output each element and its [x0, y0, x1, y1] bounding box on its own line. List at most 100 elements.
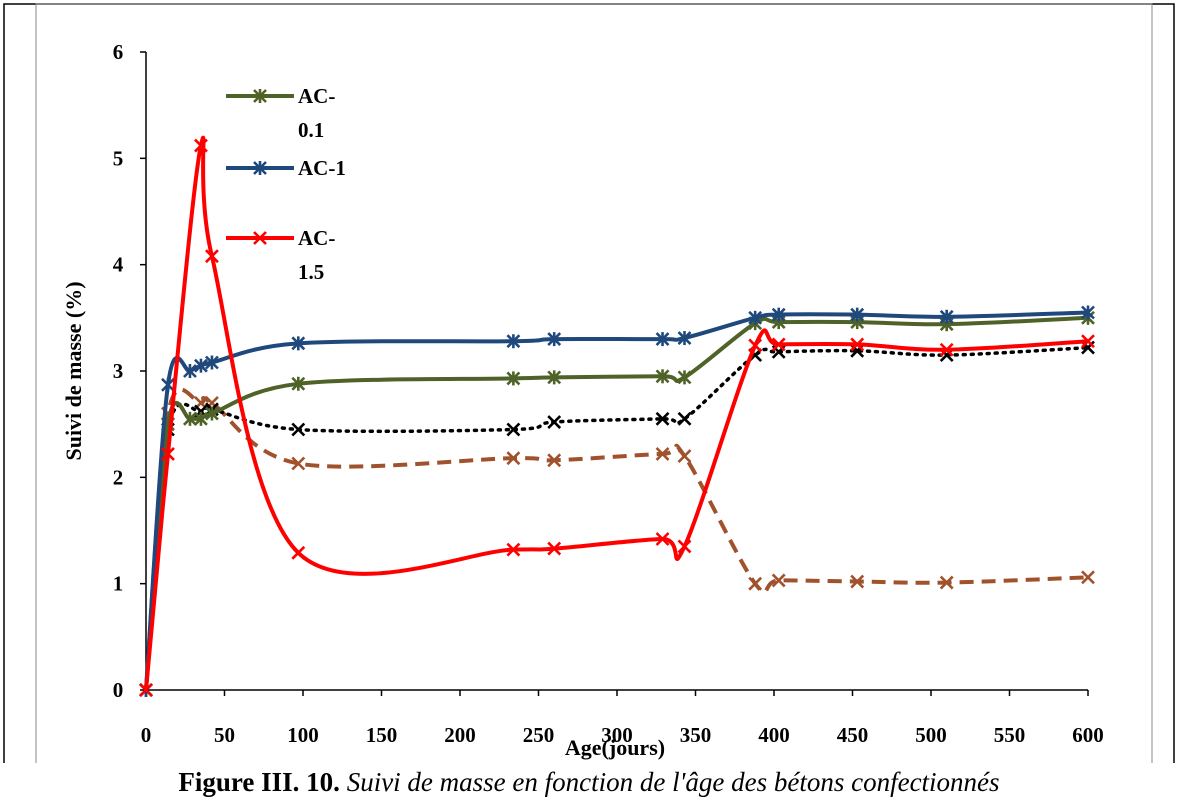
caption-text: Suivi de masse en fonction de l'âge des …: [346, 767, 1000, 797]
x-tick: 500: [915, 690, 947, 747]
data-point: [205, 406, 219, 421]
x-tick-label: 0: [141, 723, 152, 747]
data-point: [506, 451, 521, 466]
x-tick: 300: [601, 690, 633, 747]
data-point: [161, 447, 175, 461]
series-line: [144, 315, 1089, 691]
data-point: [547, 541, 562, 556]
x-tick-label: 350: [680, 723, 712, 747]
figure-caption: Figure III. 10. Suivi de masse en foncti…: [4, 764, 1174, 800]
data-point: [205, 249, 219, 264]
x-tick: 400: [758, 690, 790, 747]
x-tick: 600: [1072, 690, 1104, 747]
x-tick-label: 550: [994, 723, 1026, 747]
data-point: [655, 369, 670, 384]
x-tick-label: 400: [758, 723, 790, 747]
y-tick-label: 4: [113, 253, 124, 277]
data-point: [748, 310, 763, 325]
data-point: [194, 411, 208, 426]
legend-entry: AC-1: [226, 156, 346, 180]
line-chart: 0 1 2 3 4 5 6 0 50 100 150 200 250 300 350 400 450 500 550…: [3, 3, 1175, 763]
data-point: [547, 332, 562, 347]
data-point: [161, 377, 175, 392]
data-point: [506, 542, 521, 557]
data-point: [205, 355, 219, 370]
x-tick: 50: [214, 690, 235, 747]
data-point: [253, 231, 267, 245]
data-point: [677, 449, 692, 463]
data-point: [506, 422, 521, 437]
data-point: [139, 683, 153, 697]
y-tick-label: 0: [113, 678, 124, 702]
x-tick-label: 500: [915, 723, 947, 747]
data-point: [1081, 305, 1095, 320]
data-point: [939, 342, 954, 357]
y-tick-label: 5: [113, 146, 124, 170]
data-point: [291, 376, 306, 391]
legend-label: AC-: [298, 84, 335, 108]
series-unnamed-3: [139, 340, 1095, 697]
legend-label: 1.5: [298, 260, 324, 284]
data-point: [939, 309, 954, 324]
data-point: [655, 332, 670, 347]
data-point: [677, 331, 692, 346]
legend-label: AC-: [298, 226, 335, 250]
x-tick: 350: [680, 690, 712, 747]
y-tick-label: 3: [113, 359, 124, 383]
y-tick: 4: [113, 253, 146, 277]
data-point: [291, 336, 306, 351]
legend-label: 0.1: [298, 118, 324, 142]
x-axis-label: Age(jours): [565, 735, 665, 760]
y-tick-label: 6: [113, 40, 124, 64]
legend-entry: AC- 0.1: [226, 84, 335, 142]
x-tick: 550: [994, 690, 1026, 747]
data-point: [183, 364, 197, 378]
y-tick: 6: [113, 40, 146, 64]
data-point: [194, 358, 208, 373]
series-ac-1-5: [139, 135, 1095, 697]
series-line: [144, 345, 1090, 692]
data-point: [547, 453, 562, 468]
x-tick-label: 100: [287, 723, 319, 747]
data-point: [677, 539, 692, 554]
data-point: [677, 370, 692, 385]
data-point: [1081, 570, 1095, 585]
data-point: [850, 307, 865, 322]
series-ac-1: [139, 305, 1095, 697]
y-tick: 1: [113, 572, 146, 596]
data-point: [677, 411, 692, 426]
x-tick: 250: [523, 690, 554, 747]
legend: AC- 0.1 AC-1 AC- 1.5: [226, 84, 346, 284]
data-point: [194, 138, 208, 153]
data-point: [655, 447, 670, 461]
data-point: [183, 411, 197, 426]
y-tick-label: 2: [113, 465, 124, 489]
data-point: [748, 338, 763, 353]
series-line: [144, 135, 1089, 691]
data-point: [1081, 334, 1095, 349]
data-point: [253, 161, 267, 175]
series-ac-0-1: [139, 310, 1095, 697]
data-point: [506, 334, 521, 349]
data-point: [850, 337, 865, 352]
x-tick-label: 150: [366, 723, 398, 747]
x-tick: 100: [287, 690, 319, 747]
data-point: [771, 573, 786, 588]
series-layer: [139, 135, 1095, 697]
x-tick-label: 300: [601, 723, 633, 747]
data-point: [547, 370, 562, 385]
x-tick: 200: [444, 690, 476, 747]
data-point: [655, 411, 670, 426]
y-tick: 5: [113, 146, 146, 170]
data-point: [850, 574, 865, 589]
y-tick-label: 1: [113, 572, 124, 596]
data-point: [253, 89, 267, 103]
x-tick: 0: [141, 690, 152, 747]
data-point: [655, 532, 670, 546]
data-point: [291, 456, 306, 471]
x-tick: 150: [366, 690, 398, 747]
legend-entry: AC- 1.5: [226, 226, 335, 284]
axes: 0 1 2 3 4 5 6 0 50 100 150 200 250 300 350 400 450 500 550…: [61, 40, 1104, 760]
data-point: [748, 576, 763, 591]
chart-area-border: [35, 3, 1153, 763]
